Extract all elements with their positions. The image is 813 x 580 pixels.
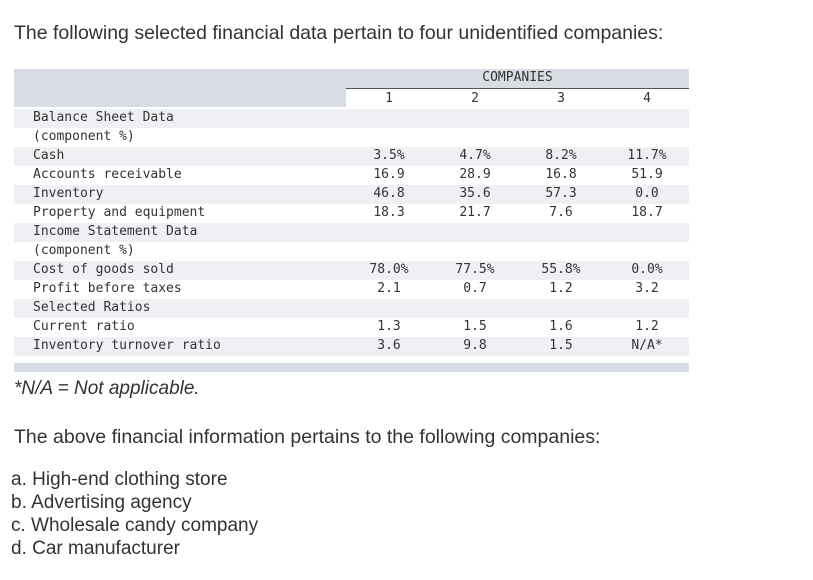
cell-company-3: 57.3	[545, 186, 577, 201]
cell-company-1: 1.3	[377, 319, 401, 334]
intro-text: The following selected financial data pe…	[14, 22, 664, 44]
cell-company-2: 28.9	[459, 167, 491, 182]
cell-company-3: 1.6	[549, 319, 573, 334]
table-row: Balance Sheet Data	[14, 109, 689, 128]
table-row: Accounts receivable 16.9 28.9 16.8 51.9	[14, 166, 689, 185]
cell-company-2: 21.7	[459, 205, 491, 220]
row-label: Property and equipment	[33, 205, 206, 220]
cell-company-3: 1.5	[549, 338, 573, 353]
cell-company-4: 51.9	[631, 167, 663, 182]
cell-company-4: 18.7	[631, 205, 663, 220]
option-b: b. Advertising agency	[11, 492, 192, 513]
footnote: *N/A = Not applicable.	[14, 378, 200, 399]
company-options-list: a. High-end clothing store b. Advertisin…	[11, 468, 258, 560]
table-row: Inventory 46.8 35.6 57.3 0.0	[14, 185, 689, 204]
row-label: Current ratio	[33, 319, 135, 334]
row-label: Cash	[33, 148, 65, 163]
row-label: (component %)	[33, 129, 135, 144]
cell-company-4: 0.0	[635, 186, 659, 201]
cell-company-2: 77.5%	[455, 262, 495, 277]
table-row: Profit before taxes 2.1 0.7 1.2 3.2	[14, 280, 689, 299]
cell-company-1: 2.1	[377, 281, 401, 296]
column-header-4: 4	[643, 91, 651, 106]
cell-company-4: 1.2	[635, 319, 659, 334]
cell-company-3: 7.6	[549, 205, 573, 220]
table-row: Property and equipment 18.3 21.7 7.6 18.7	[14, 204, 689, 223]
column-header-2: 2	[471, 91, 479, 106]
cell-company-3: 55.8%	[541, 262, 581, 277]
table-row: Cost of goods sold 78.0% 77.5% 55.8% 0.0%	[14, 261, 689, 280]
table-row: Current ratio 1.3 1.5 1.6 1.2	[14, 318, 689, 337]
row-label: (component %)	[33, 243, 135, 258]
financial-data-table: COMPANIES 1 2 3 4 Balance Sheet Data (com…	[14, 69, 689, 372]
row-label: Profit before taxes	[33, 281, 182, 296]
cell-company-4: 0.0%	[631, 262, 663, 277]
option-d: d. Car manufacturer	[11, 538, 180, 559]
cell-company-2: 9.8	[463, 338, 487, 353]
row-label: Balance Sheet Data	[33, 110, 174, 125]
row-label: Inventory	[33, 186, 104, 201]
cell-company-3: 8.2%	[545, 148, 577, 163]
cell-company-2: 4.7%	[459, 148, 491, 163]
table-row: Selected Ratios	[14, 299, 689, 318]
cell-company-2: 0.7	[463, 281, 487, 296]
row-label: Selected Ratios	[33, 300, 151, 315]
cell-company-1: 18.3	[373, 205, 405, 220]
companies-header-band	[346, 69, 689, 88]
cell-company-1: 16.9	[373, 167, 405, 182]
option-a: a. High-end clothing store	[11, 469, 228, 490]
cell-company-2: 35.6	[459, 186, 491, 201]
companies-header: COMPANIES	[482, 70, 553, 85]
table-row: Cash 3.5% 4.7% 8.2% 11.7%	[14, 147, 689, 166]
cell-company-3: 16.8	[545, 167, 577, 182]
cell-company-3: 1.2	[549, 281, 573, 296]
option-c: c. Wholesale candy company	[11, 515, 259, 536]
cell-company-2: 1.5	[463, 319, 487, 334]
table-footer-band	[14, 363, 689, 372]
row-label: Inventory turnover ratio	[33, 338, 221, 353]
table-row: (component %)	[14, 128, 689, 147]
cell-company-1: 78.0%	[369, 262, 409, 277]
column-header-1: 1	[385, 91, 393, 106]
table-row: (component %)	[14, 242, 689, 261]
cell-company-1: 3.5%	[373, 148, 405, 163]
cell-company-4: 3.2	[635, 281, 659, 296]
cell-company-4: N/A*	[631, 338, 663, 353]
header-divider	[346, 88, 689, 89]
cell-company-1: 46.8	[373, 186, 405, 201]
row-label: Income Statement Data	[33, 224, 198, 239]
description-text: The above financial information pertains…	[14, 426, 601, 448]
cell-company-4: 11.7%	[627, 148, 667, 163]
row-label: Accounts receivable	[33, 167, 182, 182]
cell-company-1: 3.6	[377, 338, 401, 353]
row-label: Cost of goods sold	[33, 262, 174, 277]
table-row: Inventory turnover ratio 3.6 9.8 1.5 N/A*	[14, 337, 689, 356]
table-row: Income Statement Data	[14, 223, 689, 242]
column-header-3: 3	[557, 91, 565, 106]
